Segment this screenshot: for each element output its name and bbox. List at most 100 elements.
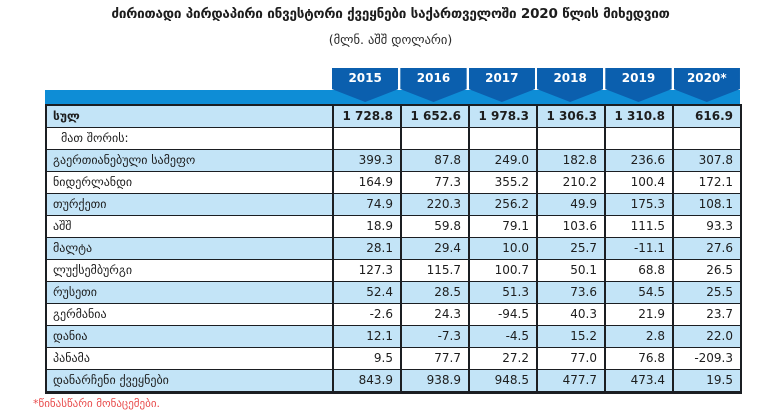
year-header-2019: 2019	[605, 68, 672, 102]
value-cell: 28.1	[332, 237, 402, 260]
row-label: დანარჩენი ქვეყნები	[45, 369, 334, 393]
value-cell: 68.8	[604, 259, 674, 282]
value-cell: 79.1	[468, 215, 538, 238]
value-cell: 103.6	[536, 215, 606, 238]
table-row: სულ 1 728.8 1 652.6 1 978.3 1 306.3 1 310.8 61…	[45, 104, 742, 128]
row-label: მათ შორის:	[45, 127, 334, 150]
table-row: ლუქსემბურგი 127.3 115.7 100.7 50.1 68.8 26.5	[45, 259, 742, 282]
value-cell: 1 978.3	[468, 104, 538, 128]
value-cell	[400, 127, 470, 150]
value-cell: -7.3	[400, 325, 470, 348]
value-cell: -11.1	[604, 237, 674, 260]
table-row: მათ შორის:	[45, 127, 742, 150]
value-cell	[604, 127, 674, 150]
value-cell: 399.3	[332, 149, 402, 172]
value-cell: 111.5	[604, 215, 674, 238]
footnote: *წინასწარი მონაცემები.	[33, 397, 161, 410]
value-cell: 25.5	[672, 281, 742, 304]
value-cell: 77.0	[536, 347, 606, 370]
page-subtitle: (მლნ. აშშ დოლარი)	[328, 32, 453, 47]
value-cell: 1 306.3	[536, 104, 606, 128]
value-cell: 127.3	[332, 259, 402, 282]
row-label: ნიდერლანდი	[45, 171, 334, 194]
value-cell: 477.7	[536, 369, 606, 393]
value-cell: 220.3	[400, 193, 470, 216]
table-row: დანია 12.1 -7.3 -4.5 15.2 2.8 22.0	[45, 325, 742, 348]
value-cell: 73.6	[536, 281, 606, 304]
value-cell: 182.8	[536, 149, 606, 172]
value-cell: 24.3	[400, 303, 470, 326]
value-cell: 22.0	[672, 325, 742, 348]
table-row: გაერთიანებული სამეფო 399.3 87.8 249.0 182.8 2…	[45, 149, 742, 172]
value-cell: 18.9	[332, 215, 402, 238]
value-cell	[672, 127, 742, 150]
value-cell: 473.4	[604, 369, 674, 393]
investment-table: 2015 2016 2017 2018 2019 2020* სულ 1 728.8 1 65…	[45, 68, 742, 394]
value-cell: 27.6	[672, 237, 742, 260]
year-header-row: 2015 2016 2017 2018 2019 2020*	[332, 68, 740, 102]
value-cell: 210.2	[536, 171, 606, 194]
year-label: 2017	[485, 71, 519, 85]
value-cell: 29.4	[400, 237, 470, 260]
value-cell: 50.1	[536, 259, 606, 282]
value-cell: 27.2	[468, 347, 538, 370]
value-cell: 76.8	[604, 347, 674, 370]
value-cell: 26.5	[672, 259, 742, 282]
row-label: თურქეთი	[45, 193, 334, 216]
value-cell: 21.9	[604, 303, 674, 326]
value-cell: 249.0	[468, 149, 538, 172]
table-row: ნიდერლანდი 164.9 77.3 355.2 210.2 100.4 172.1	[45, 171, 742, 194]
value-cell: 164.9	[332, 171, 402, 194]
value-cell: 100.4	[604, 171, 674, 194]
data-table: სულ 1 728.8 1 652.6 1 978.3 1 306.3 1 310.8 61…	[45, 104, 742, 394]
table-row: მალტა 28.1 29.4 10.0 25.7 -11.1 27.6	[45, 237, 742, 260]
year-header-2017: 2017	[468, 68, 535, 102]
table-row: გერმანია -2.6 24.3 -94.5 40.3 21.9 23.7	[45, 303, 742, 326]
value-cell: 87.8	[400, 149, 470, 172]
value-cell: 100.7	[468, 259, 538, 282]
value-cell: 77.3	[400, 171, 470, 194]
value-cell: -94.5	[468, 303, 538, 326]
value-cell: 938.9	[400, 369, 470, 393]
value-cell: 28.5	[400, 281, 470, 304]
value-cell: 236.6	[604, 149, 674, 172]
row-label: მალტა	[45, 237, 334, 260]
table-row: პანამა 9.5 77.7 27.2 77.0 76.8 -209.3	[45, 347, 742, 370]
value-cell: 1 652.6	[400, 104, 470, 128]
value-cell: 40.3	[536, 303, 606, 326]
value-cell: 15.2	[536, 325, 606, 348]
value-cell: 172.1	[672, 171, 742, 194]
value-cell: 93.3	[672, 215, 742, 238]
value-cell: 74.9	[332, 193, 402, 216]
value-cell: 51.3	[468, 281, 538, 304]
value-cell: 616.9	[672, 104, 742, 128]
value-cell: 843.9	[332, 369, 402, 393]
value-cell: 355.2	[468, 171, 538, 194]
value-cell: 23.7	[672, 303, 742, 326]
row-label: რუსეთი	[45, 281, 334, 304]
value-cell: 10.0	[468, 237, 538, 260]
year-header-2020: 2020*	[673, 68, 740, 102]
value-cell: 948.5	[468, 369, 538, 393]
value-cell: 59.8	[400, 215, 470, 238]
table-row: რუსეთი 52.4 28.5 51.3 73.6 54.5 25.5	[45, 281, 742, 304]
value-cell: 52.4	[332, 281, 402, 304]
table-row: თურქეთი 74.9 220.3 256.2 49.9 175.3 108.1	[45, 193, 742, 216]
value-cell: 256.2	[468, 193, 538, 216]
year-label: 2018	[553, 71, 587, 85]
page-title: ძირითადი პირდაპირი ინვესტორი ქვეყნები სა…	[111, 6, 670, 22]
year-header-2015: 2015	[332, 68, 399, 102]
table-row: აშშ 18.9 59.8 79.1 103.6 111.5 93.3	[45, 215, 742, 238]
table-row: დანარჩენი ქვეყნები 843.9 938.9 948.5 477.7 47…	[45, 369, 742, 393]
value-cell: 25.7	[536, 237, 606, 260]
value-cell: 1 310.8	[604, 104, 674, 128]
value-cell: 307.8	[672, 149, 742, 172]
value-cell: 175.3	[604, 193, 674, 216]
value-cell	[332, 127, 402, 150]
value-cell: 9.5	[332, 347, 402, 370]
year-label: 2015	[348, 71, 382, 85]
value-cell	[536, 127, 606, 150]
year-label: 2016	[416, 71, 451, 85]
row-label: აშშ	[45, 215, 334, 238]
